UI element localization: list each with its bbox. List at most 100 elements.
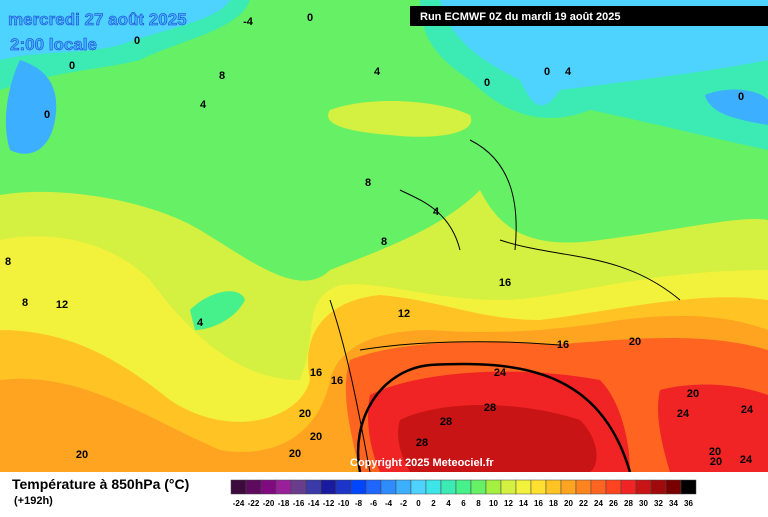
contour-label: 28 <box>440 416 452 428</box>
contour-label: 16 <box>499 277 511 289</box>
scale-swatch <box>260 479 277 495</box>
hot-area <box>658 384 768 472</box>
scale-label: 20 <box>564 499 573 508</box>
scale-swatch <box>230 479 247 495</box>
contour-label: 24 <box>740 454 753 466</box>
scale-swatch <box>245 479 262 495</box>
contour-label: 28 <box>416 437 428 449</box>
contour-label: 20 <box>289 448 301 460</box>
contour-label: 20 <box>709 446 721 458</box>
scale-label: -8 <box>355 499 363 508</box>
scale-label: 10 <box>489 499 498 508</box>
legend-title: Température à 850hPa (°C) <box>12 476 189 492</box>
map: Run ECMWF 0Z du mardi 19 août 2025 mercr… <box>0 0 768 473</box>
scale-swatch <box>425 479 442 495</box>
date-title: mercredi 27 août 2025 <box>8 10 187 29</box>
contour-label: 24 <box>494 367 507 379</box>
hot-area <box>398 405 597 472</box>
contour-label: 24 <box>741 404 754 416</box>
scale-swatch <box>620 479 637 495</box>
contour-label: 0 <box>69 60 75 72</box>
scale-label: 22 <box>579 499 588 508</box>
scale-swatch <box>365 479 382 495</box>
scale-swatch <box>380 479 397 495</box>
scale-label: -22 <box>248 499 260 508</box>
scale-swatch <box>665 479 682 495</box>
contour-label: 4 <box>433 206 440 218</box>
contour-label: 4 <box>565 66 572 78</box>
scale-label: -14 <box>308 499 320 508</box>
scale-swatch <box>275 479 292 495</box>
contour-label: 0 <box>134 35 140 47</box>
contour-label: 8 <box>381 236 387 248</box>
time-subtitle: 2:00 locale <box>10 35 97 54</box>
legend-lead: (+192h) <box>14 495 53 507</box>
scale-label: 26 <box>609 499 618 508</box>
contour-label: 28 <box>484 402 496 414</box>
scale-swatch <box>290 479 307 495</box>
scale-swatch <box>470 479 487 495</box>
cold-area <box>440 0 768 106</box>
scale-label: -18 <box>278 499 290 508</box>
contour-label: 24 <box>677 408 690 420</box>
scale-swatch <box>335 479 352 495</box>
contour-label: 4 <box>200 99 207 111</box>
contour-label: 0 <box>484 77 490 89</box>
contour-label: 8 <box>219 70 225 82</box>
contour-label: 20 <box>687 388 699 400</box>
run-box <box>410 6 768 26</box>
scale-label: -10 <box>338 499 350 508</box>
contour-label: 8 <box>5 256 11 268</box>
color-scale: -24 -22 -20 -18 -16 -14 -12 -10 -8 -6 -4 -2 0 2 4 6 8 10 1… <box>230 479 697 508</box>
scale-label: -4 <box>385 499 393 508</box>
run-text: Run ECMWF 0Z du mardi 19 août 2025 <box>420 11 620 23</box>
contour-label: 20 <box>310 431 322 443</box>
scale-swatch <box>530 479 547 495</box>
scale-label: 6 <box>461 499 466 508</box>
contour-label: 16 <box>331 375 343 387</box>
contour-label: 0 <box>738 91 744 103</box>
scale-label: 28 <box>624 499 633 508</box>
scale-swatch <box>500 479 517 495</box>
scale-label: -24 <box>233 499 245 508</box>
scale-swatch <box>680 479 697 495</box>
contour-label: 20 <box>299 408 311 420</box>
scale-label: 32 <box>654 499 663 508</box>
scale-label: 36 <box>684 499 693 508</box>
scale-label: 0 <box>416 499 421 508</box>
cold-area <box>705 89 768 125</box>
scale-label: 34 <box>669 499 678 508</box>
scale-swatch <box>515 479 532 495</box>
scale-label: -12 <box>323 499 335 508</box>
coastline <box>329 139 681 473</box>
copyright: Copyright 2025 Meteociel.fr <box>350 457 494 469</box>
scale-swatch <box>455 479 472 495</box>
contour-label: 4 <box>197 317 204 329</box>
scale-swatch <box>305 479 322 495</box>
contour-label: 8 <box>22 297 28 309</box>
scale-label: -2 <box>400 499 408 508</box>
scale-swatch <box>590 479 607 495</box>
warm-area <box>328 100 472 137</box>
isotherm <box>356 362 632 473</box>
scale-label: 16 <box>534 499 543 508</box>
contour-label: 20 <box>710 456 722 468</box>
scale-swatch <box>485 479 502 495</box>
scale-swatch <box>545 479 562 495</box>
contour-label: 0 <box>307 12 313 24</box>
contour-label: -4 <box>243 16 254 28</box>
contour-label: 4 <box>374 66 381 78</box>
scale-swatch <box>575 479 592 495</box>
scale-swatch <box>395 479 412 495</box>
cold-area <box>5 60 57 154</box>
contour-label: 16 <box>310 367 322 379</box>
scale-swatch <box>440 479 457 495</box>
scale-label: 14 <box>519 499 528 508</box>
scale-label: 12 <box>504 499 513 508</box>
contour-label: 8 <box>365 177 371 189</box>
contour-label: 16 <box>557 339 569 351</box>
contour-label: 0 <box>44 109 50 121</box>
cool-area <box>190 291 245 330</box>
contour-label: 20 <box>76 449 88 461</box>
